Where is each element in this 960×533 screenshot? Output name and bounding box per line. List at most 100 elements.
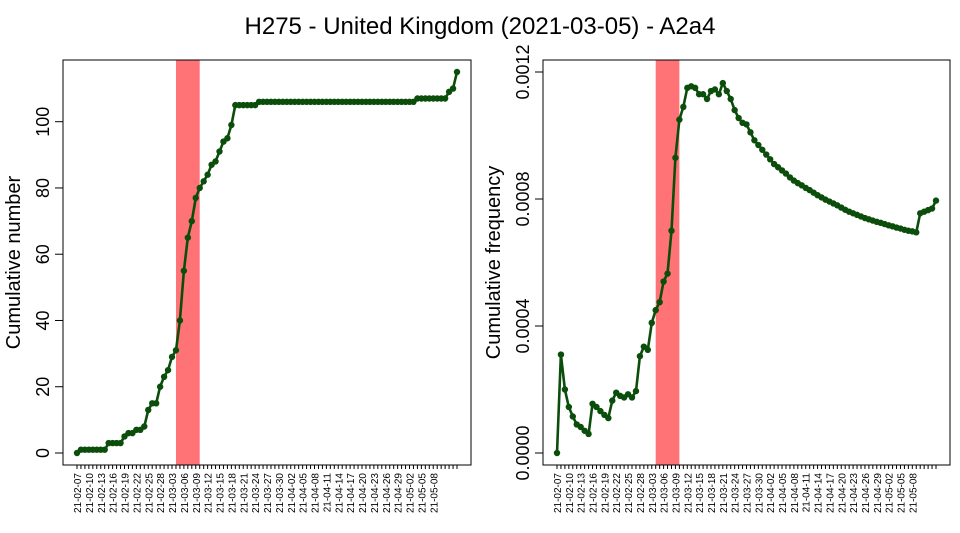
data-point <box>913 229 920 236</box>
y-tick-label: 0.0004 <box>513 298 533 353</box>
x-tick-label: 21-04-14 <box>814 473 825 513</box>
x-tick-label: 21-02-22 <box>132 473 143 513</box>
y-tick-label: 0 <box>33 448 53 458</box>
data-point <box>636 352 644 360</box>
data-point <box>711 86 719 93</box>
x-tick-label: 21-05-05 <box>417 473 428 513</box>
series-line <box>555 79 938 454</box>
x-tick-label: 21-04-29 <box>394 473 405 513</box>
data-point <box>743 121 750 128</box>
data-point <box>224 135 231 142</box>
y-tick-label: 80 <box>33 178 53 198</box>
x-tick-label: 21-03-18 <box>707 473 718 513</box>
data-point <box>200 178 207 185</box>
data-point <box>593 403 600 411</box>
x-tick-label: 21-03-18 <box>227 473 238 513</box>
data-point <box>184 234 192 241</box>
x-tick-label: 21-04-02 <box>287 473 298 513</box>
data-point <box>156 383 164 390</box>
x-tick-label: 21-02-28 <box>156 473 167 513</box>
data-point <box>680 103 687 111</box>
x-tick-label: 21-04-08 <box>311 473 322 513</box>
data-point <box>160 373 168 380</box>
x-tick-label: 21-04-26 <box>382 473 393 513</box>
data-point <box>723 87 730 95</box>
data-point <box>755 141 762 149</box>
data-point <box>660 278 667 285</box>
x-tick-label: 21-03-12 <box>204 473 215 513</box>
y-tick-label: 40 <box>33 310 53 330</box>
x-tick-label: 21-04-17 <box>346 473 357 513</box>
x-tick-label: 21-03-21 <box>239 473 250 513</box>
data-point <box>180 267 188 274</box>
x-tick-label: 21-03-30 <box>275 473 286 513</box>
x-tick-label: 21-03-06 <box>660 473 671 513</box>
data-point <box>735 114 742 122</box>
x-tick-label: 21-03-03 <box>648 473 659 513</box>
data-point <box>585 430 592 438</box>
data-point <box>449 85 457 92</box>
x-tick-label: 21-03-27 <box>743 473 754 513</box>
data-point <box>453 68 461 76</box>
data-point <box>691 84 699 92</box>
x-tick-label: 21-03-30 <box>754 473 765 513</box>
data-point <box>672 154 679 161</box>
data-point <box>751 137 758 144</box>
x-tick-label: 21-03-21 <box>719 473 730 513</box>
x-tick-label: 21-04-26 <box>861 473 872 513</box>
x-tick-label: 21-05-02 <box>406 473 417 513</box>
data-point <box>664 270 671 277</box>
data-point <box>719 79 727 87</box>
x-tick-label: 21-04-20 <box>358 473 369 513</box>
x-tick-label: 21-04-05 <box>299 473 310 513</box>
data-point <box>557 351 565 358</box>
x-tick-label: 21-04-17 <box>825 473 836 513</box>
data-point <box>212 158 219 165</box>
data-point <box>101 446 108 453</box>
x-tick-label: 21-02-13 <box>97 473 108 513</box>
data-point <box>172 347 180 354</box>
data-point <box>192 194 199 202</box>
data-point <box>763 151 770 158</box>
x-tick-label: 21-03-09 <box>671 473 682 513</box>
x-tick-label: 21-02-10 <box>85 473 96 513</box>
data-point <box>648 319 655 327</box>
x-tick-label: 21-02-16 <box>109 473 120 513</box>
data-point <box>204 171 211 178</box>
y-tick-label: 0.0012 <box>513 44 533 99</box>
y-tick-label: 20 <box>33 377 53 397</box>
x-tick-label: 21-02-22 <box>612 473 623 513</box>
series-line <box>76 71 459 455</box>
x-tick-label: 21-05-08 <box>429 473 440 513</box>
data-point <box>141 423 148 430</box>
x-tick-label: 21-04-20 <box>837 473 848 513</box>
y-tick-label: 100 <box>33 107 53 137</box>
data-point <box>605 414 612 422</box>
data-point <box>715 91 723 98</box>
x-tick-label: 21-02-16 <box>589 473 600 513</box>
data-point <box>553 449 561 457</box>
data-point <box>565 403 573 411</box>
x-tick-label: 21-03-27 <box>263 473 274 513</box>
data-point <box>597 407 604 415</box>
x-tick-label: 21-05-08 <box>908 473 919 513</box>
data-point <box>168 353 176 361</box>
x-tick-label: 21-04-02 <box>766 473 777 513</box>
data-point <box>196 184 203 192</box>
data-point <box>652 306 659 314</box>
data-point <box>928 205 936 212</box>
data-point <box>609 397 616 404</box>
data-point <box>188 217 195 225</box>
plot-frame <box>62 59 472 466</box>
y-axis-label: Cumulative frequency <box>483 166 505 359</box>
x-tick-label: 21-05-02 <box>885 473 896 513</box>
x-tick-label: 21-02-25 <box>144 473 155 513</box>
x-tick-label: 21-03-15 <box>695 473 706 513</box>
data-point <box>441 95 449 102</box>
x-tick-label: 21-04-14 <box>334 473 345 513</box>
y-tick-label: 0.0008 <box>513 171 533 226</box>
x-tick-label: 21-03-24 <box>251 473 262 513</box>
x-tick-label: 21-03-09 <box>192 473 203 513</box>
x-tick-label: 21-04-05 <box>778 473 789 513</box>
data-point <box>668 227 675 234</box>
